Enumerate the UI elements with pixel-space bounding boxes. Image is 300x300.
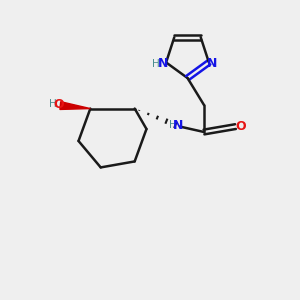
Text: H: H: [169, 120, 176, 130]
Text: H: H: [152, 59, 160, 69]
Text: N: N: [207, 58, 217, 70]
Text: N: N: [158, 58, 168, 70]
Text: H: H: [49, 99, 57, 109]
Text: O: O: [53, 98, 64, 111]
Polygon shape: [60, 102, 90, 110]
Text: N: N: [173, 118, 184, 132]
Text: O: O: [236, 120, 246, 133]
